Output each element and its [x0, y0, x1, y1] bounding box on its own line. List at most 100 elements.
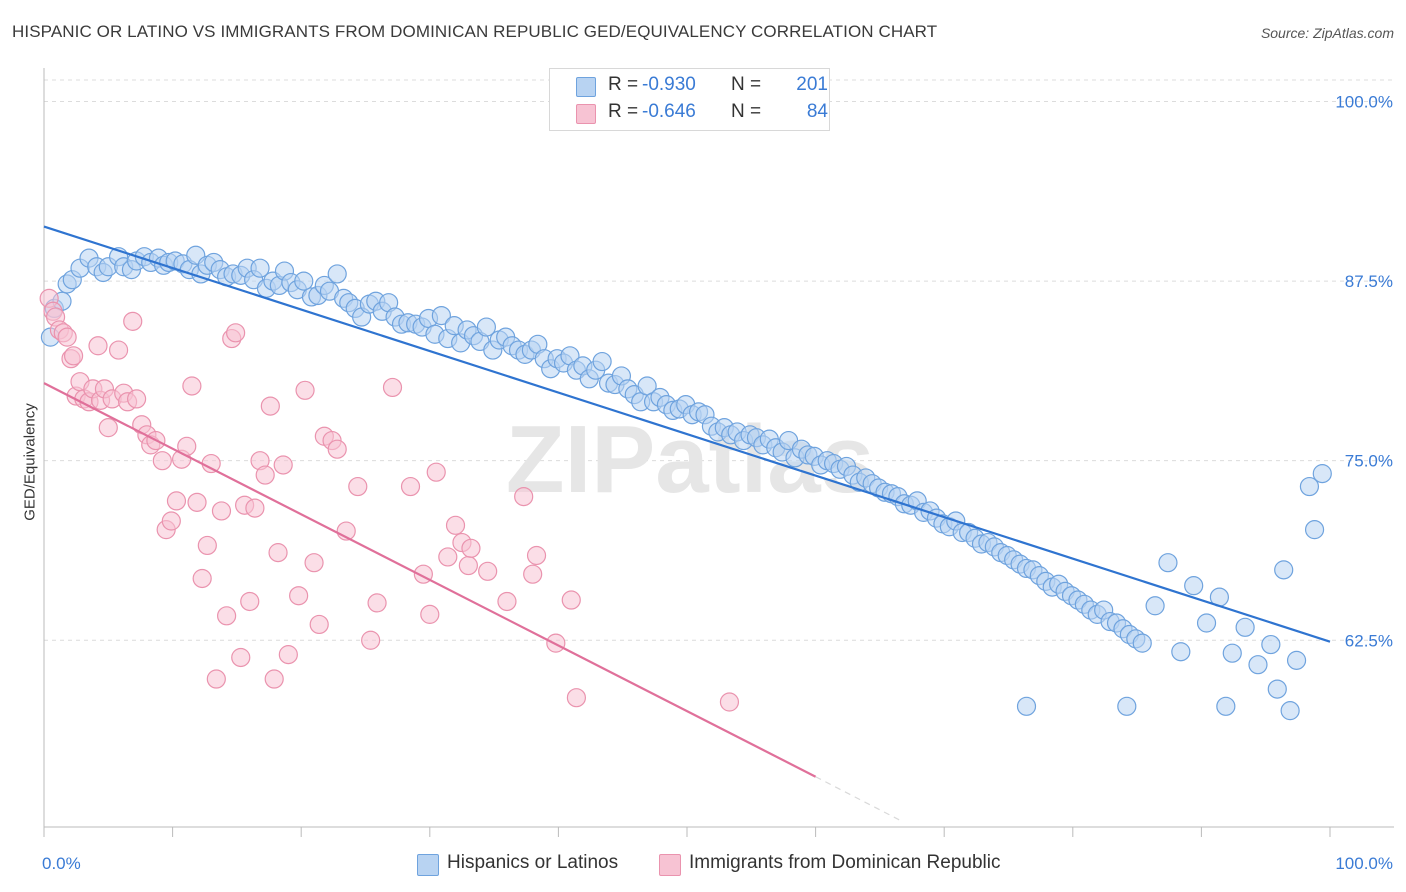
legend-swatch-pink: [659, 854, 681, 876]
point-dominican: [278, 645, 298, 665]
point-dominican: [152, 451, 172, 471]
point-dominican: [63, 346, 84, 366]
point-dominican: [438, 547, 458, 567]
y-tick-label: 100.0%: [1335, 93, 1393, 112]
point-hispanics: [1117, 696, 1137, 716]
trend-line-dominican-extension: [815, 776, 900, 821]
point-hispanics: [250, 258, 270, 278]
point-dominican: [367, 593, 387, 613]
legend-swatch-blue: [576, 77, 596, 97]
point-dominican: [478, 561, 498, 581]
point-hispanics: [1132, 633, 1152, 653]
trend-line-hispanics: [43, 225, 1331, 643]
point-dominican: [88, 336, 108, 356]
point-dominican: [217, 606, 237, 626]
x-tick-label: 0.0%: [42, 854, 81, 873]
point-dominican: [295, 380, 315, 400]
point-dominican: [497, 591, 517, 612]
point-dominican: [187, 492, 207, 512]
point-hispanics: [1304, 520, 1325, 540]
point-dominican: [98, 418, 118, 438]
point-hispanics: [476, 317, 496, 337]
point-dominican: [523, 564, 543, 584]
point-hispanics: [294, 271, 314, 291]
point-dominican: [273, 455, 293, 475]
point-hispanics: [1196, 613, 1217, 633]
point-dominican: [304, 553, 324, 573]
point-dominican: [201, 453, 221, 474]
point-dominican: [197, 535, 217, 556]
trend-line-dominican: [43, 382, 817, 778]
point-hispanics: [1274, 560, 1294, 580]
point-dominican: [260, 396, 280, 416]
n-value: 84: [806, 101, 828, 122]
point-hispanics: [1248, 655, 1268, 675]
point-dominican: [400, 476, 421, 497]
tick-labels: 62.5% 75.0% 87.5% 100.0% 0.0% 100.0%: [42, 93, 1393, 873]
legend-swatch-blue: [417, 854, 439, 876]
point-dominican: [458, 555, 478, 576]
chart-title: HISPANIC OR LATINO VS IMMIGRANTS FROM DO…: [12, 22, 938, 41]
point-dominican: [268, 543, 288, 563]
point-hispanics: [1267, 679, 1287, 699]
gridlines: [44, 79, 1394, 641]
legend-label: Immigrants from Dominican Republic: [689, 852, 1001, 873]
n-label: N =: [731, 101, 762, 122]
point-dominican: [206, 669, 226, 689]
n-label: N =: [731, 74, 762, 95]
point-dominican: [445, 515, 466, 535]
point-dominican: [348, 476, 368, 497]
point-dominican: [514, 486, 534, 507]
n-value: 201: [796, 74, 828, 95]
point-dominican: [526, 545, 547, 566]
trend-lines: [43, 225, 1331, 821]
source-label: Source: ZipAtlas.com: [1260, 25, 1394, 41]
point-dominican: [108, 340, 129, 360]
point-dominican: [426, 462, 446, 482]
point-dominican: [240, 591, 260, 612]
point-dominican: [561, 590, 581, 610]
point-dominican: [123, 311, 143, 331]
point-dominican: [461, 538, 481, 558]
point-dominican: [231, 647, 251, 668]
correlation-legend: R = -0.930 N = 201 R = -0.646 N = 84: [549, 68, 830, 131]
point-dominican: [255, 465, 275, 485]
point-hispanics: [1171, 642, 1191, 662]
series-dominican-points: [39, 288, 740, 712]
r-value: -0.930: [642, 74, 696, 95]
point-hispanics: [1184, 576, 1204, 596]
axes: [43, 68, 1394, 837]
r-label: R =: [608, 101, 639, 122]
point-dominican: [57, 327, 77, 347]
point-dominican: [264, 669, 284, 689]
point-dominican: [161, 511, 181, 531]
r-label: R =: [608, 74, 639, 95]
point-dominican: [289, 586, 309, 606]
legend-label: Hispanics or Latinos: [447, 852, 619, 873]
point-hispanics: [1222, 643, 1242, 663]
y-tick-label: 75.0%: [1345, 452, 1393, 471]
point-hispanics: [1158, 553, 1178, 573]
point-hispanics: [431, 305, 451, 326]
point-hispanics: [1261, 634, 1281, 655]
point-dominican: [126, 389, 147, 409]
point-hispanics: [1280, 701, 1300, 721]
point-hispanics: [592, 351, 612, 372]
point-dominican: [226, 323, 246, 343]
point-hispanics: [1299, 476, 1320, 497]
point-hispanics: [327, 264, 347, 284]
x-tick-label: 100.0%: [1335, 854, 1393, 873]
point-dominican: [166, 491, 187, 511]
point-hispanics: [1145, 596, 1165, 616]
y-tick-label: 62.5%: [1345, 631, 1393, 650]
point-dominican: [192, 568, 212, 589]
point-dominican: [211, 501, 232, 521]
point-dominican: [245, 498, 265, 518]
legend-swatch-pink: [576, 104, 596, 124]
point-hispanics: [1286, 650, 1307, 670]
point-dominican: [327, 439, 347, 459]
point-hispanics: [1216, 696, 1236, 716]
point-hispanics: [1235, 617, 1255, 637]
point-dominican: [566, 688, 587, 708]
